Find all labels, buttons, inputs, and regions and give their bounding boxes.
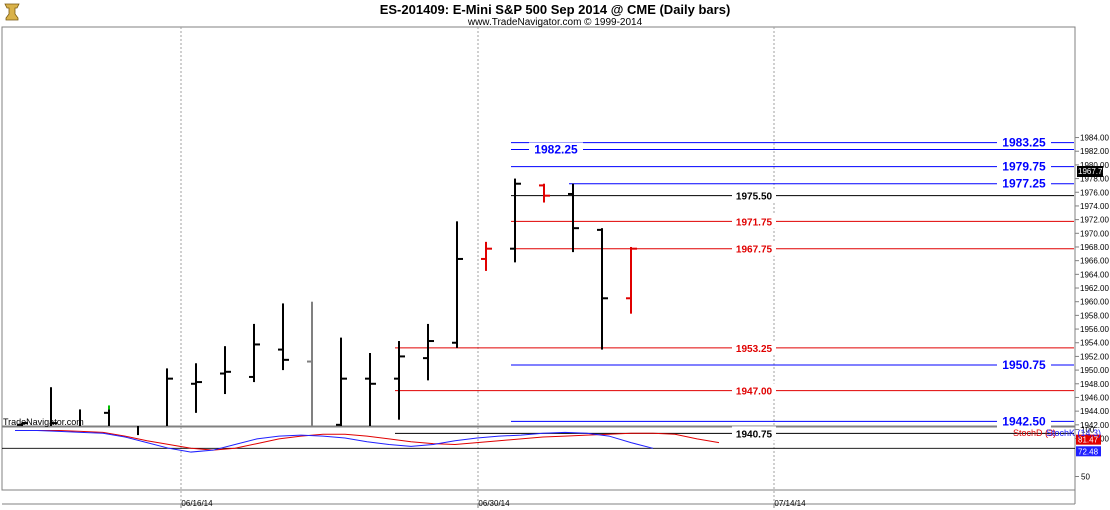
- price-tick-label: 1946.00: [1080, 393, 1109, 402]
- level-label-bg: [997, 176, 1051, 191]
- level-label: 1971.75: [736, 217, 773, 228]
- date-tick-label: 06/16/14: [181, 499, 213, 508]
- level-label: 1950.75: [1002, 358, 1046, 372]
- level-label: 1975.50: [736, 192, 773, 203]
- price-tick-label: 1970.00: [1080, 229, 1109, 238]
- oscillator-value-label: 81.47: [1078, 436, 1099, 445]
- oscillator-pane-frame: [1, 426, 1076, 491]
- level-label-bg: [997, 159, 1051, 174]
- trade-navigator-logo-icon: [3, 2, 21, 22]
- level-label: 1982.25: [534, 143, 578, 157]
- price-tick-label: 1982.00: [1080, 147, 1109, 156]
- level-label: 1947.00: [736, 387, 773, 398]
- price-tick-label: 1966.00: [1080, 257, 1109, 266]
- level-label-bg: [529, 142, 583, 157]
- date-tick-label: 07/14/14: [774, 499, 806, 508]
- stochd-line: [15, 429, 720, 451]
- level-label-bg: [997, 135, 1051, 150]
- level-label-bg: [732, 383, 776, 398]
- level-label-bg: [732, 241, 776, 256]
- chart-title: ES-201409: E-Mini S&P 500 Sep 2014 @ CME…: [379, 2, 731, 17]
- price-tick-label: 1984.00: [1080, 134, 1109, 143]
- level-label: 1953.25: [736, 344, 773, 355]
- oscillator-value-tag: [1076, 434, 1101, 445]
- price-tick-label: 1964.00: [1080, 270, 1109, 279]
- chart-subtitle: www.TradeNavigator.com © 1999-2014: [467, 17, 643, 28]
- level-label: 1967.75: [736, 245, 773, 256]
- date-tick-label: 06/30/14: [478, 499, 510, 508]
- level-label: 1983.25: [1002, 136, 1046, 150]
- price-tick-label: 1952.00: [1080, 352, 1109, 361]
- level-label-bg: [732, 188, 776, 203]
- price-tick-label: 1956.00: [1080, 325, 1109, 334]
- price-tick-label: 1978.00: [1080, 175, 1109, 184]
- level-label: 1979.75: [1002, 160, 1046, 174]
- last-price-tag: 1967.75: [1077, 166, 1107, 177]
- price-tick-label: 1942.00: [1080, 421, 1109, 430]
- price-tick-label: 1944.00: [1080, 407, 1109, 416]
- price-tick-label: 1968.00: [1080, 243, 1109, 252]
- stochd-legend: StochD (3): [1013, 428, 1057, 438]
- level-label-bg: [732, 426, 776, 441]
- price-tick-label: 1974.00: [1080, 202, 1109, 211]
- level-label: 1942.50: [1002, 414, 1046, 428]
- oscillator-tick-label: 50: [1081, 473, 1090, 482]
- level-label: 1940.75: [736, 429, 773, 440]
- price-tick-label: 1954.00: [1080, 339, 1109, 348]
- level-label-bg: [997, 414, 1051, 429]
- price-tick-label: 1958.00: [1080, 311, 1109, 320]
- watermark: TradeNavigator.com: [3, 417, 84, 427]
- price-tick-label: 1960.00: [1080, 298, 1109, 307]
- oscillator-tick-label: 100: [1081, 426, 1095, 435]
- stochk-legend: StochK (14,3): [1046, 428, 1102, 438]
- price-tick-label: 1980.00: [1080, 161, 1109, 170]
- level-label-bg: [732, 340, 776, 355]
- stochk-line: [15, 429, 654, 453]
- price-tick-label: 1972.00: [1080, 216, 1109, 225]
- level-label-bg: [997, 357, 1051, 372]
- level-label: 1977.25: [1002, 177, 1046, 191]
- price-tick-label: 1976.00: [1080, 188, 1109, 197]
- price-pane-frame: [1, 26, 1076, 427]
- price-tick-label: 1950.00: [1080, 366, 1109, 375]
- price-tick-label: 1948.00: [1080, 380, 1109, 389]
- oscillator-value-label: 72.48: [1078, 447, 1099, 456]
- price-tick-label: 1962.00: [1080, 284, 1109, 293]
- oscillator-value-tag: [1076, 446, 1101, 457]
- level-label-bg: [732, 214, 776, 229]
